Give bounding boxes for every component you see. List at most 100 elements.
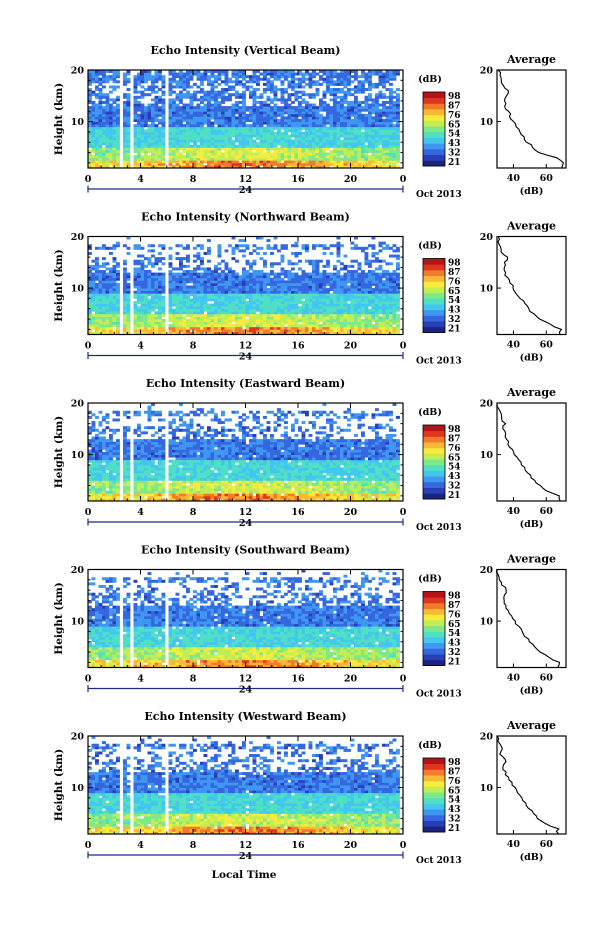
heatmap-cell <box>238 100 243 104</box>
heatmap-cell <box>361 300 365 304</box>
heatmap-cell <box>333 295 337 299</box>
heatmap-cell <box>217 134 222 138</box>
heatmap-cell <box>98 157 103 161</box>
heatmap-cell <box>102 306 106 310</box>
heatmap-cell <box>298 157 302 161</box>
heatmap-cell <box>350 288 355 292</box>
heatmap-cell <box>123 311 127 315</box>
heatmap-cell <box>284 316 288 320</box>
heatmap-cell <box>144 119 148 122</box>
heatmap-cell <box>277 249 281 253</box>
heatmap-cell <box>396 108 400 112</box>
heatmap-cell <box>242 124 246 128</box>
heatmap-cell <box>277 300 281 304</box>
heatmap-cell <box>175 285 180 289</box>
heatmap-cell <box>98 331 103 335</box>
heatmap-cell <box>224 144 229 148</box>
heatmap-cell <box>147 93 152 97</box>
heatmap-cell <box>385 75 390 79</box>
heatmap-cell <box>256 162 260 166</box>
heatmap-cell <box>147 244 152 248</box>
heatmap-cell <box>102 165 106 169</box>
heatmap-cell <box>210 303 215 307</box>
heatmap-cell <box>193 300 197 304</box>
heatmap-cell <box>287 95 292 99</box>
heatmap-cell <box>382 126 386 130</box>
heatmap-cell <box>270 303 274 307</box>
heatmap-cell <box>186 321 190 325</box>
heatmap-cell <box>294 272 299 276</box>
heatmap-cell <box>333 88 337 92</box>
heatmap-cell <box>161 98 166 102</box>
heatmap-cell <box>116 303 120 307</box>
heatmap-cell <box>231 103 236 107</box>
heatmap-cell <box>319 285 323 289</box>
heatmap-cell <box>168 303 173 307</box>
heatmap-cell <box>196 306 201 310</box>
heatmap-cell <box>186 298 190 302</box>
heatmap-cell <box>354 157 358 161</box>
heatmap-cell <box>210 85 215 89</box>
heatmap-cell <box>305 308 309 312</box>
heatmap-cell <box>336 298 341 302</box>
heatmap-cell <box>347 277 351 281</box>
heatmap-cell <box>95 137 99 141</box>
heatmap-cell <box>392 126 397 130</box>
heatmap-cell <box>298 311 302 315</box>
heatmap-cell <box>333 319 337 323</box>
heatmap-cell <box>210 162 215 166</box>
heatmap-cell <box>284 272 288 276</box>
heatmap-cell <box>263 157 267 161</box>
heatmap-cell <box>161 280 166 284</box>
heatmap-cells <box>88 236 400 335</box>
heatmap-cell <box>137 147 141 151</box>
heatmap-cell <box>305 290 309 294</box>
heatmap-cell <box>378 160 383 164</box>
heatmap-cell <box>88 329 92 333</box>
heatmap-cell <box>319 134 323 138</box>
heatmap-cell <box>144 270 148 274</box>
heatmap-cell <box>266 72 271 76</box>
heatmap-cell <box>266 80 271 84</box>
heatmap-cell <box>280 116 285 120</box>
heatmap-cell <box>336 137 341 141</box>
heatmap-cell <box>231 277 236 281</box>
heatmap-cell <box>88 80 92 84</box>
heatmap-cell <box>326 316 330 320</box>
heatmap-cell <box>315 270 320 274</box>
heatmap-cell <box>315 329 320 333</box>
heatmap-cell <box>350 303 355 307</box>
heatmap-cell <box>144 152 148 156</box>
heatmap-cell <box>137 77 141 81</box>
heatmap-cell <box>336 246 341 250</box>
heatmap-cell <box>336 103 341 107</box>
heatmap-cell <box>154 288 159 292</box>
heatmap-cell <box>105 306 110 310</box>
heatmap-cell <box>329 93 334 97</box>
heatmap-cell <box>371 144 376 148</box>
heatmap-cell <box>224 160 229 164</box>
heatmap-cell <box>179 119 183 122</box>
heatmap-cell <box>224 331 229 335</box>
heatmap-cell <box>105 162 110 166</box>
heatmap-cell <box>312 131 316 135</box>
heatmap-cell <box>193 270 197 274</box>
heatmap-cell <box>242 82 246 86</box>
heatmap-cell <box>259 295 264 299</box>
heatmap-cell <box>154 280 159 284</box>
colorbar-swatch <box>423 160 445 167</box>
heatmap-cell <box>287 157 292 161</box>
heatmap-cell <box>112 316 117 320</box>
heatmap-cell <box>315 82 320 86</box>
heatmap-cell <box>193 70 197 73</box>
heatmap-cell <box>368 82 372 86</box>
heatmap-cell <box>235 75 239 79</box>
heatmap-cell <box>217 139 222 143</box>
heatmap-cell <box>182 72 187 76</box>
heatmap-cell <box>385 111 390 115</box>
heatmap-cell <box>182 272 187 276</box>
heatmap-cell <box>389 147 393 151</box>
heatmap-cell <box>252 111 257 115</box>
heatmap-cell <box>280 326 285 330</box>
